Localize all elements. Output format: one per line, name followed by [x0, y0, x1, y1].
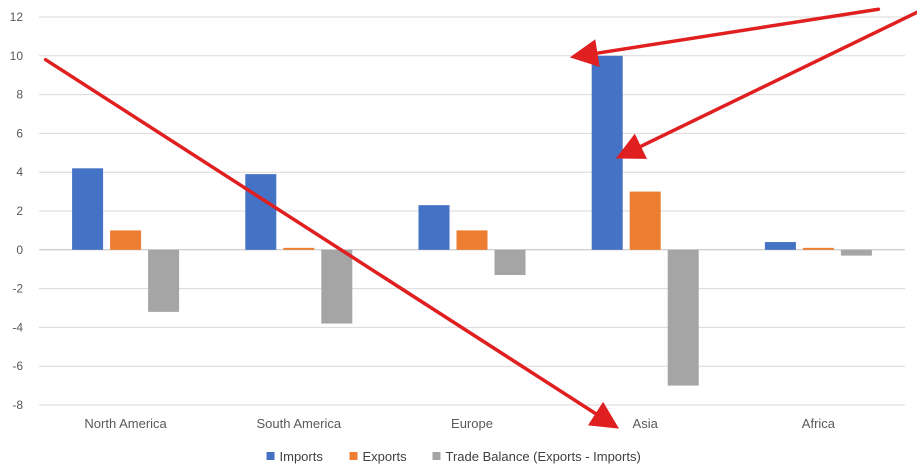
bar-trade: [840, 249, 872, 256]
bar-exports: [629, 191, 661, 250]
x-axis: North America South America Europe Asia Afri…: [84, 416, 835, 431]
y-tick-label: 10: [10, 49, 24, 63]
annotation-arrow: [43, 57, 620, 429]
x-tick-label: Europe: [451, 416, 493, 431]
annotation-arrows: [43, 7, 917, 429]
legend-item: Trade Balance (Exports - Imports): [432, 449, 641, 464]
y-axis: -8 -6 -4 -2 0 2 4 6 8 10 12: [10, 10, 24, 412]
legend-label: Trade Balance (Exports - Imports): [446, 449, 641, 464]
legend-item: Exports: [349, 449, 408, 464]
y-tick-label: 0: [16, 243, 23, 257]
annotation-arrow: [569, 7, 881, 67]
bar-trade: [148, 249, 180, 312]
legend-item: Imports: [266, 449, 324, 464]
y-tick-label: -4: [12, 320, 23, 334]
bar-imports: [591, 55, 623, 250]
y-tick-label: 8: [16, 88, 23, 102]
bar-trade: [321, 249, 353, 324]
bar-exports: [283, 247, 315, 250]
bar-exports: [456, 230, 488, 250]
y-tick-label: 4: [16, 165, 23, 179]
x-tick-label: Africa: [802, 416, 836, 431]
bar-imports: [418, 205, 450, 250]
y-tick-label: -6: [12, 359, 23, 373]
legend-label: Imports: [280, 449, 324, 464]
y-tick-label: -2: [12, 282, 23, 296]
legend: Imports Exports Trade Balance (Exports - I…: [266, 449, 641, 464]
bars-layer: [72, 55, 872, 386]
bar-imports: [764, 242, 796, 250]
legend-swatch: [266, 452, 275, 460]
bar-imports: [72, 168, 104, 250]
y-tick-label: 2: [16, 204, 23, 218]
bar-trade: [667, 249, 699, 386]
annotation-arrow: [615, 10, 917, 159]
y-tick-label: 6: [16, 126, 23, 140]
legend-swatch: [432, 452, 441, 460]
bar-exports: [110, 230, 142, 250]
legend-label: Exports: [363, 449, 408, 464]
y-tick-label: -8: [12, 398, 23, 412]
bar-exports: [802, 247, 834, 250]
grid-layer: [39, 16, 905, 406]
x-tick-label: Asia: [633, 416, 659, 431]
x-tick-label: North America: [84, 416, 167, 431]
bar-imports: [245, 174, 277, 250]
legend-swatch: [349, 452, 358, 460]
x-tick-label: South America: [257, 416, 342, 431]
bar-trade: [494, 249, 526, 276]
y-tick-label: 12: [10, 10, 24, 24]
